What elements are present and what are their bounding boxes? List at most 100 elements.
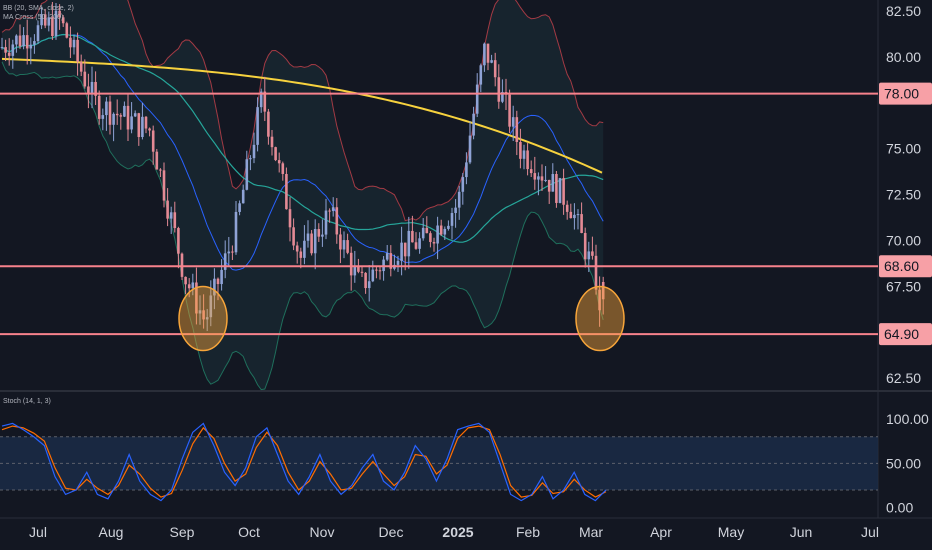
candle-body	[83, 71, 87, 87]
candle-body	[292, 227, 295, 246]
candle-body	[209, 295, 213, 318]
candle-body	[47, 17, 51, 26]
candle-body	[245, 159, 249, 190]
candle-body	[511, 117, 515, 127]
candle-body	[403, 242, 407, 257]
candle-body	[94, 81, 97, 96]
sep-low-highlight	[178, 285, 228, 352]
level-badge	[879, 323, 932, 346]
candle-body	[346, 240, 349, 253]
bb-basis-line	[1, 34, 604, 271]
candle-body	[58, 10, 61, 18]
candle-body	[231, 251, 234, 253]
candle-body	[389, 253, 393, 269]
candles	[0, 2, 605, 332]
candle-body	[277, 160, 281, 164]
ma200-line	[1, 57, 603, 174]
candle-body	[555, 173, 558, 203]
bb-indicator-label[interactable]: BB (20, SMA, close, 2)	[3, 5, 74, 12]
candle-body	[249, 158, 252, 160]
candle-body	[490, 60, 493, 63]
candle-body	[274, 147, 277, 161]
candle-body	[155, 151, 159, 170]
candle-body	[360, 271, 364, 273]
candle-body	[72, 39, 76, 48]
price-tick-label: 82.50	[886, 3, 921, 19]
candle-body	[407, 230, 411, 257]
candle-body	[90, 81, 94, 94]
candle-body	[33, 41, 36, 45]
time-tick-label: Dec	[379, 524, 404, 540]
candle-body	[29, 44, 33, 49]
candle-body	[187, 284, 191, 289]
candle-body	[331, 207, 335, 212]
time-tick-label: Jul	[861, 524, 879, 540]
candle-body	[414, 242, 418, 249]
candle-body	[594, 255, 598, 290]
bb-upper-band	[1, 0, 604, 222]
candle-body	[295, 245, 299, 252]
bb-fill	[2, 0, 604, 390]
candle-body	[317, 229, 321, 237]
candle-body	[281, 163, 285, 174]
candle-body	[591, 251, 594, 256]
candle-body	[195, 282, 198, 314]
candle-body	[522, 150, 526, 159]
candle-body	[40, 14, 43, 26]
candle-body	[202, 310, 205, 320]
candle-body	[4, 47, 7, 53]
candle-body	[454, 207, 457, 214]
candle-body	[540, 176, 544, 181]
candle-body	[547, 179, 551, 192]
price-tick-label: 67.50	[886, 278, 921, 294]
candle-body	[263, 91, 267, 112]
candle-body	[313, 229, 317, 254]
candle-body	[598, 289, 601, 311]
stochastic-pane: 100.00 50.00 0.00	[0, 411, 929, 516]
candle-body	[234, 211, 238, 253]
candle-body	[270, 136, 274, 148]
level-badge-label: 78.00	[884, 86, 919, 102]
candle-body	[7, 52, 11, 56]
candle-body	[321, 234, 324, 237]
candle-body	[357, 266, 360, 272]
ma-cross-indicator-label[interactable]: MA Cross (50, 200)	[3, 14, 64, 21]
candle-body	[216, 278, 220, 285]
price-tick-label: 70.00	[886, 233, 921, 249]
candle-body	[79, 61, 83, 72]
candle-body	[36, 25, 40, 42]
candle-body	[432, 241, 436, 244]
candle-body	[25, 35, 29, 49]
time-axis: Jul Aug Sep Oct Nov Dec 2025 Feb Mar Apr May Jun Jul	[29, 524, 879, 540]
candle-body	[587, 251, 591, 260]
candle-body	[238, 203, 241, 212]
candle-body	[288, 209, 292, 228]
candle-body	[324, 210, 328, 235]
candle-body	[450, 213, 454, 226]
candle-body	[583, 232, 587, 260]
candle-body	[371, 269, 375, 282]
candle-body	[526, 150, 529, 170]
candle-body	[468, 135, 472, 163]
price-tick-label: 80.00	[886, 49, 921, 65]
candle-body	[457, 191, 461, 208]
bb-lower-band	[1, 61, 604, 391]
candle-body	[223, 253, 227, 270]
level-badge	[879, 255, 932, 278]
candle-body	[285, 173, 288, 210]
candle-body	[339, 234, 342, 250]
candle-body	[310, 233, 313, 254]
candle-body	[11, 44, 15, 56]
stoch-indicator-label[interactable]: Stoch (14, 1, 3)	[3, 398, 51, 405]
candle-body	[515, 117, 519, 142]
time-tick-label: Mar	[579, 524, 603, 540]
candle-body	[18, 35, 22, 47]
candle-body	[259, 91, 263, 108]
candle-body	[533, 173, 537, 180]
candle-body	[303, 240, 306, 258]
candle-body	[267, 111, 270, 137]
candle-body	[472, 113, 475, 136]
candle-body	[65, 23, 69, 38]
candle-body	[43, 14, 47, 26]
